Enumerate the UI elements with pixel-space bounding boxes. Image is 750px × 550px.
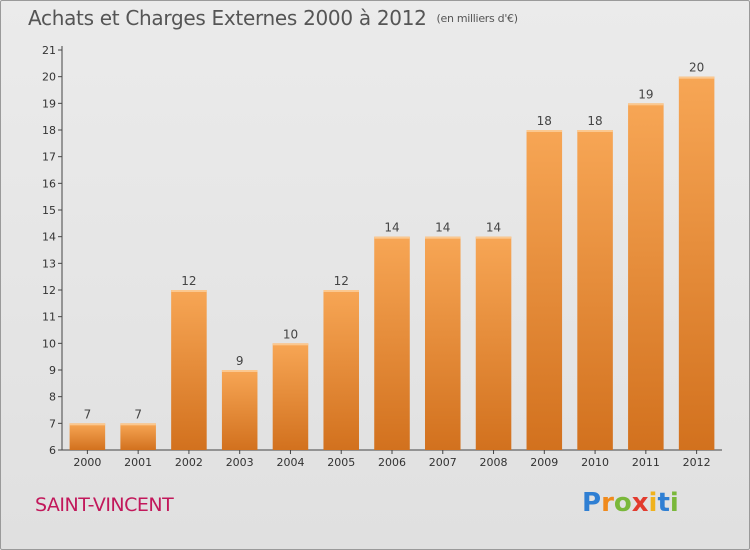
proxiti-logo: Proxiti bbox=[582, 488, 679, 518]
x-tick-label: 2003 bbox=[226, 456, 254, 469]
y-tick-label: 12 bbox=[42, 284, 56, 297]
logo-letter: r bbox=[601, 488, 614, 518]
bar-top-highlight bbox=[272, 343, 309, 346]
bar-value-label: 10 bbox=[283, 327, 298, 341]
bar bbox=[678, 76, 715, 451]
bar bbox=[323, 290, 359, 450]
y-tick-label: 17 bbox=[42, 151, 56, 164]
y-tick-label: 8 bbox=[49, 391, 56, 404]
x-tick-label: 2006 bbox=[378, 456, 406, 469]
bar-top-highlight bbox=[69, 423, 106, 426]
bar bbox=[221, 370, 258, 450]
logo-letter: i bbox=[669, 488, 679, 518]
bar-top-highlight bbox=[628, 103, 664, 106]
bar-value-label: 14 bbox=[435, 221, 450, 235]
x-tick-label: 2007 bbox=[429, 456, 457, 469]
y-tick-label: 18 bbox=[42, 124, 56, 137]
y-tick-label: 20 bbox=[42, 71, 56, 84]
bar-value-label: 18 bbox=[587, 114, 602, 128]
bar-top-highlight bbox=[577, 130, 613, 132]
bar bbox=[425, 236, 461, 450]
bar-top-highlight bbox=[171, 290, 207, 292]
bar-value-label: 20 bbox=[689, 61, 704, 75]
y-tick-label: 16 bbox=[42, 177, 56, 190]
logo-letter: P bbox=[582, 488, 602, 518]
bar-value-label: 14 bbox=[384, 221, 399, 235]
bar bbox=[272, 343, 309, 450]
x-tick-label: 2002 bbox=[175, 456, 203, 469]
bar-top-highlight bbox=[221, 370, 258, 372]
bar-top-highlight bbox=[475, 236, 512, 239]
bar-value-label: 18 bbox=[537, 114, 552, 128]
bar-value-label: 19 bbox=[638, 87, 653, 101]
x-tick-label: 2004 bbox=[276, 456, 304, 469]
logo-letter: x bbox=[631, 488, 649, 518]
chart-subtitle: (en milliers d'€) bbox=[436, 12, 518, 25]
logo-letter: o bbox=[613, 488, 632, 518]
x-tick-label: 2009 bbox=[530, 456, 558, 469]
bar-value-label: 9 bbox=[236, 354, 244, 368]
bar bbox=[374, 236, 410, 450]
chart-title-text: Achats et Charges Externes 2000 à 2012 bbox=[28, 6, 427, 30]
x-tick-label: 2000 bbox=[73, 456, 101, 469]
y-tick-label: 10 bbox=[42, 337, 56, 350]
bar-value-label: 7 bbox=[134, 407, 142, 421]
x-tick-label: 2010 bbox=[581, 456, 609, 469]
x-tick-label: 2005 bbox=[327, 456, 355, 469]
bar-top-highlight bbox=[526, 130, 563, 132]
bar bbox=[577, 130, 613, 450]
bar-value-label: 12 bbox=[334, 274, 349, 288]
chart-value-labels: 7 7 12 9 10 12 14 14 14 18 18 19 20 bbox=[84, 61, 705, 422]
logo-letter: i bbox=[648, 488, 658, 518]
y-tick-label: 21 bbox=[42, 44, 56, 57]
bar-value-label: 12 bbox=[181, 274, 196, 288]
x-tick-label: 2012 bbox=[683, 456, 711, 469]
bar-top-highlight bbox=[120, 423, 156, 426]
y-tick-label: 6 bbox=[49, 444, 56, 457]
y-tick-label: 11 bbox=[42, 311, 56, 324]
bar-value-label: 7 bbox=[84, 407, 92, 421]
logo-letter: t bbox=[657, 488, 670, 518]
y-tick-label: 13 bbox=[42, 257, 56, 270]
chart-title: Achats et Charges Externes 2000 à 2012 (e… bbox=[28, 6, 518, 30]
bar-top-highlight bbox=[374, 236, 410, 239]
bar bbox=[526, 130, 563, 450]
x-tick-label: 2011 bbox=[632, 456, 660, 469]
chart-bars bbox=[69, 76, 715, 451]
bar bbox=[628, 103, 664, 450]
bar bbox=[475, 236, 512, 450]
bar-top-highlight bbox=[678, 76, 715, 79]
y-tick-label: 14 bbox=[42, 231, 56, 244]
x-tick-label: 2008 bbox=[480, 456, 508, 469]
bar bbox=[171, 290, 207, 450]
bar bbox=[69, 423, 106, 450]
y-tick-label: 15 bbox=[42, 204, 56, 217]
bar-value-label: 14 bbox=[486, 221, 501, 235]
x-tick-label: 2001 bbox=[124, 456, 152, 469]
y-tick-label: 7 bbox=[49, 417, 56, 430]
bar bbox=[120, 423, 156, 450]
bar-top-highlight bbox=[425, 236, 461, 239]
bar-top-highlight bbox=[323, 290, 359, 292]
place-name: SAINT-VINCENT bbox=[35, 494, 174, 516]
y-tick-label: 19 bbox=[42, 97, 56, 110]
y-tick-label: 9 bbox=[49, 364, 56, 377]
